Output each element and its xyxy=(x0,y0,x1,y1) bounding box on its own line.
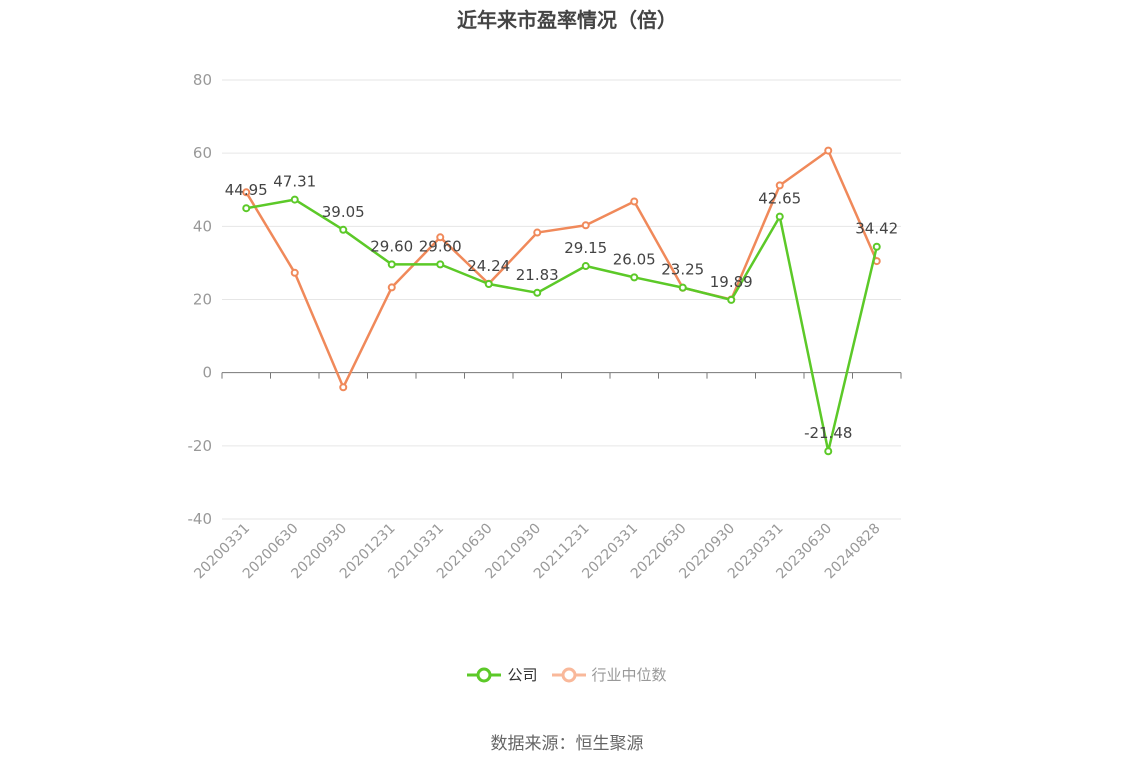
data-label: 29.60 xyxy=(370,237,413,255)
data-point-company xyxy=(242,204,251,213)
data-label: 39.05 xyxy=(322,203,365,221)
data-point-industry xyxy=(581,221,590,230)
data-point-company xyxy=(678,283,687,292)
series-line-company xyxy=(246,198,878,453)
data-point-company xyxy=(290,195,299,204)
data-label: 29.15 xyxy=(564,239,607,257)
data-point-company xyxy=(387,260,396,269)
legend-item-company[interactable]: 公司 xyxy=(467,664,538,685)
source-note: 数据来源：恒生聚源 xyxy=(490,734,644,754)
data-point-company xyxy=(824,447,833,456)
legend-item-industry[interactable]: 行业中位数 xyxy=(551,664,667,685)
legend-label-industry: 行业中位数 xyxy=(591,666,667,684)
data-point-company xyxy=(484,279,493,288)
data-label: 23.25 xyxy=(661,261,704,279)
data-point-industry xyxy=(775,181,784,190)
data-point-industry xyxy=(339,383,348,392)
y-tick-label: 40 xyxy=(193,217,212,235)
legend-label-company: 公司 xyxy=(507,666,538,684)
data-point-industry xyxy=(436,233,445,242)
data-point-company xyxy=(727,295,736,304)
series-line-industry xyxy=(245,149,878,389)
data-label: 26.05 xyxy=(613,250,656,268)
data-label: 42.65 xyxy=(758,190,801,208)
data-point-company xyxy=(339,225,348,234)
legend: 公司 行业中位数 xyxy=(0,664,1134,685)
data-point-industry xyxy=(242,188,251,197)
data-point-company xyxy=(630,273,639,282)
data-point-industry xyxy=(387,283,396,292)
chart-title: 近年来市盈率情况（倍） xyxy=(457,8,677,32)
data-point-industry xyxy=(824,146,833,155)
y-tick-label: -40 xyxy=(188,510,213,528)
y-tick-label: -20 xyxy=(188,437,213,455)
data-label: 19.89 xyxy=(710,273,753,291)
data-label: 21.83 xyxy=(516,266,559,284)
data-point-industry xyxy=(533,228,542,237)
data-point-company xyxy=(533,288,542,297)
legend-swatch-industry-icon xyxy=(551,667,586,682)
data-point-company xyxy=(436,260,445,269)
data-point-industry xyxy=(290,268,299,277)
data-label: 29.60 xyxy=(419,237,462,255)
y-tick-label: 20 xyxy=(193,291,212,309)
data-label: 44.95 xyxy=(225,181,268,199)
data-label: 34.42 xyxy=(855,220,898,238)
y-tick-label: 0 xyxy=(202,364,212,382)
data-label: 47.31 xyxy=(273,173,316,191)
data-label: 24.24 xyxy=(467,257,510,275)
data-point-industry xyxy=(630,197,639,206)
data-point-company xyxy=(581,262,590,271)
data-point-company xyxy=(775,212,784,221)
data-label: -21.48 xyxy=(804,424,852,442)
data-point-company xyxy=(872,242,881,251)
legend-swatch-company-icon xyxy=(467,667,502,682)
y-tick-label: 80 xyxy=(193,71,212,89)
y-tick-label: 60 xyxy=(193,144,212,162)
